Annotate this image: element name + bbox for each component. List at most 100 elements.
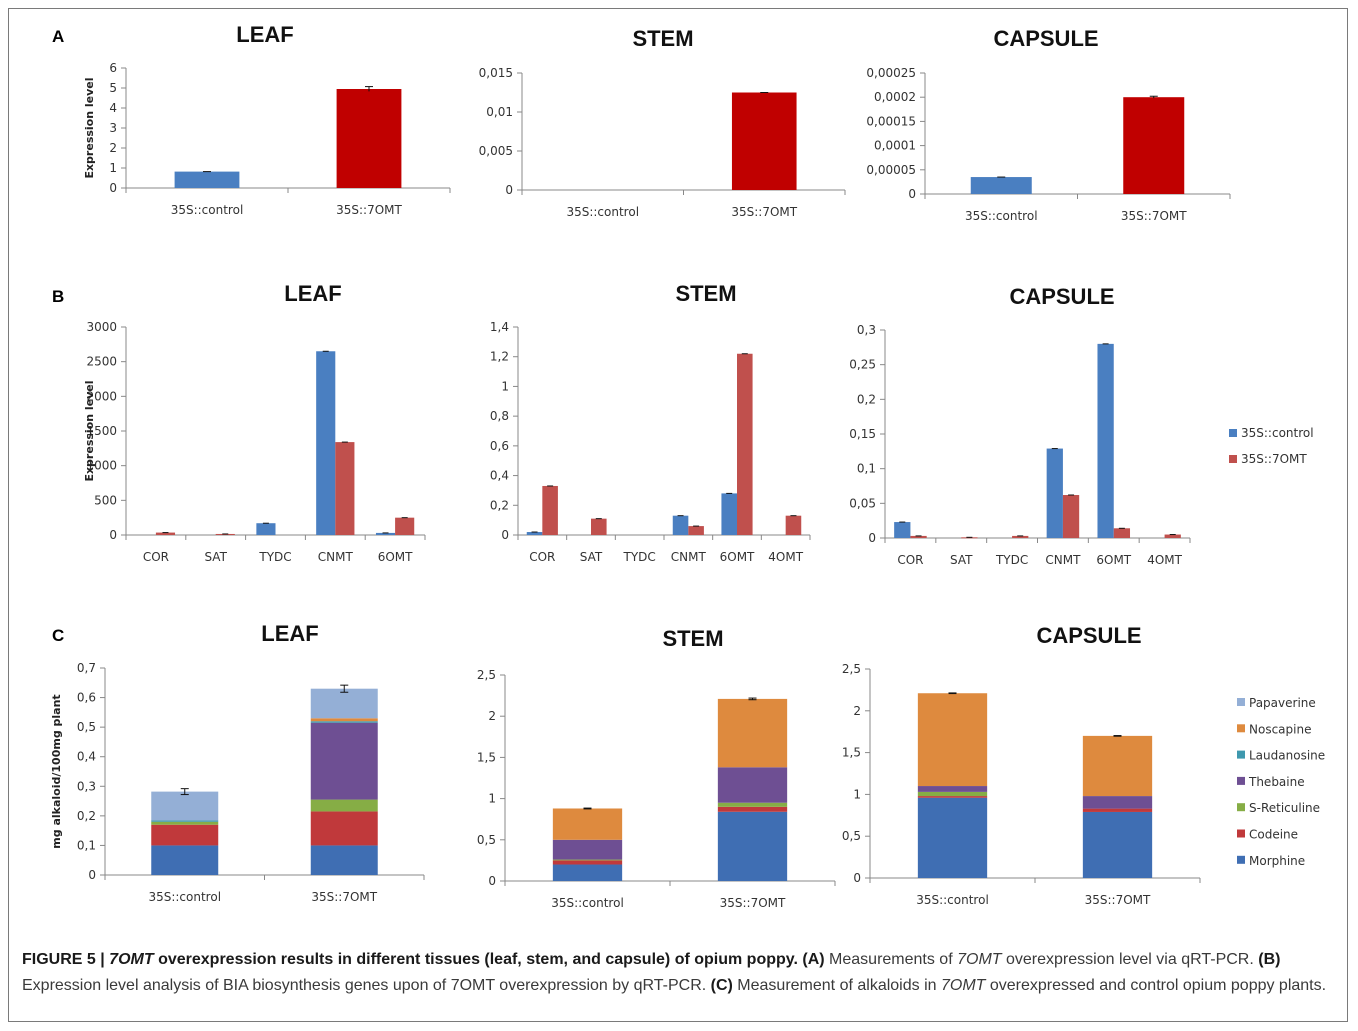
x-tick-label: 35S::7OMT — [731, 205, 797, 219]
segment-thebaine-35s-control — [552, 839, 623, 860]
bar-35s-control-cnmt — [1046, 448, 1063, 538]
bar-35s-7omt-6omt — [737, 353, 753, 535]
legend-label: S-Reticuline — [1249, 801, 1320, 815]
chart-title-a-stem: STEM — [632, 26, 693, 51]
bar-35s-7omt-cor — [542, 485, 558, 535]
bar-35s-7omt-cor — [155, 532, 176, 535]
chart-title-a-capsule: CAPSULE — [993, 26, 1098, 51]
legend-label: 35S::7OMT — [1241, 452, 1307, 466]
x-tick-label: SAT — [950, 553, 973, 567]
y-tick-label: 6 — [109, 61, 117, 75]
y-axis-label: Expression level — [83, 380, 96, 481]
x-tick-label: SAT — [204, 550, 227, 564]
caption-a-text-1: Measurements of — [824, 951, 958, 968]
bar-35s-control-cor — [894, 522, 911, 538]
chart-a-capsule: CAPSULE 0 0,00005 0,0001 0,00015 0,0002 0,0002… — [866, 26, 1231, 223]
y-tick-label: 0 — [868, 531, 876, 545]
segment-morphine-35s-7omt — [1082, 811, 1153, 878]
y-tick-label: 0 — [109, 181, 117, 195]
segment-noscapine-35s-control — [917, 693, 988, 787]
segment-papaverine-35s-control — [151, 791, 219, 821]
x-tick-label: 4OMT — [768, 550, 803, 564]
segment-noscapine-35s-7omt — [1082, 735, 1153, 797]
y-tick-label: 0,0001 — [874, 139, 916, 153]
y-tick-label: 1 — [853, 787, 861, 801]
segment-morphine-35s-7omt — [310, 845, 378, 875]
y-tick-label: 1,5 — [842, 746, 861, 760]
segment-morphine-35s-control — [917, 797, 988, 878]
segment-codeine-35s-control — [552, 860, 623, 865]
y-tick-label: 0 — [488, 874, 496, 888]
y-tick-label: 0,5 — [842, 829, 861, 843]
caption-a-italic: 7OMT — [957, 951, 1002, 968]
bar-35s-7omt-4omt — [1164, 534, 1181, 538]
caption-b-text: Expression level analysis of BIA biosynt… — [22, 977, 711, 994]
caption-c-text-2: overexpressed and control opium poppy pl… — [985, 977, 1327, 994]
bar-35s-control — [174, 171, 240, 188]
chart-b-stem: STEM 0 0,2 0,4 0,6 0,8 1 1,2 1,4 COR SAT TYDC CNMT 6O… — [490, 281, 811, 564]
y-tick-label: 0 — [501, 528, 509, 542]
figure-caption: FIGURE 5 | 7OMT overexpression results i… — [22, 947, 1340, 999]
y-tick-label: 0,2 — [77, 809, 96, 823]
legend-label: Noscapine — [1249, 722, 1311, 736]
caption-a-text-2: overexpression level via qRT-PCR. — [1001, 951, 1259, 968]
x-tick-label: 35S::7OMT — [1085, 893, 1151, 907]
caption-b-label: (B) — [1258, 951, 1281, 968]
x-tick-label: 35S::7OMT — [720, 896, 786, 910]
caption-title: overexpression results in different tiss… — [153, 951, 798, 968]
segment-laudanosine-35s-control — [151, 820, 219, 822]
y-axis-label: Expression level — [83, 77, 96, 178]
y-tick-label: 4 — [109, 101, 117, 115]
segment-codeine-35s-7omt — [1082, 808, 1153, 812]
caption-label: FIGURE 5 | — [22, 951, 105, 968]
panel-letter-b: B — [52, 287, 64, 306]
x-tick-label: SAT — [580, 550, 603, 564]
y-tick-label: 1,2 — [490, 350, 509, 364]
caption-c-text-1: Measurement of alkaloids in — [732, 977, 941, 994]
bar-35s-control-6omt — [375, 532, 396, 535]
x-tick-label: 35S::7OMT — [336, 203, 402, 217]
caption-c-italic: 7OMT — [940, 977, 986, 994]
chart-title-b-stem: STEM — [675, 281, 736, 306]
y-tick-label: 2,5 — [842, 662, 861, 676]
x-tick-label: 35S::control — [916, 893, 989, 907]
bar-35s-control-6omt — [1097, 343, 1114, 538]
y-tick-label: 2 — [109, 141, 117, 155]
chart-b-capsule: CAPSULE 0 0,05 0,1 0,15 0,2 0,25 0,3 COR SAT TYDC C… — [849, 284, 1191, 567]
chart-title-b-capsule: CAPSULE — [1009, 284, 1114, 309]
segment-thebaine-35s-control — [917, 786, 988, 792]
chart-title-c-leaf: LEAF — [261, 621, 318, 646]
chart-title-b-leaf: LEAF — [284, 281, 341, 306]
x-tick-label: 35S::7OMT — [1121, 209, 1187, 223]
segment-morphine-35s-7omt — [717, 811, 788, 881]
x-tick-label: 35S::7OMT — [311, 890, 377, 904]
bar-35s-control-cnmt — [316, 351, 336, 535]
x-tick-label: 6OMT — [1096, 553, 1131, 567]
segment-thebaine-35s-7omt — [310, 722, 378, 800]
bar-35s-control-6omt — [721, 493, 737, 535]
y-tick-label: 0,1 — [857, 462, 876, 476]
y-tick-label: 0,1 — [77, 838, 96, 852]
segment-codeine-35s-7omt — [717, 806, 788, 812]
legend-label: Morphine — [1249, 854, 1305, 868]
y-tick-label: 1000 — [86, 459, 117, 473]
y-tick-label: 1 — [109, 161, 117, 175]
segment-codeine-35s-control — [151, 824, 219, 846]
legend-label: Thebaine — [1248, 775, 1305, 789]
legend-swatch — [1237, 776, 1245, 785]
bar-35s-7omt — [1123, 97, 1185, 194]
y-tick-label: 500 — [94, 493, 117, 507]
y-tick-label: 0,005 — [479, 144, 513, 158]
x-tick-label: 6OMT — [378, 550, 413, 564]
legend-swatch — [1237, 803, 1245, 812]
x-tick-label: TYDC — [623, 550, 656, 564]
y-tick-label: 3 — [109, 121, 117, 135]
segment-s-reticuline-35s-control — [917, 791, 988, 797]
segment-thebaine-35s-7omt — [717, 767, 788, 803]
legend-swatch — [1229, 455, 1237, 463]
segment-morphine-35s-control — [151, 845, 219, 875]
x-tick-label: 6OMT — [720, 550, 755, 564]
